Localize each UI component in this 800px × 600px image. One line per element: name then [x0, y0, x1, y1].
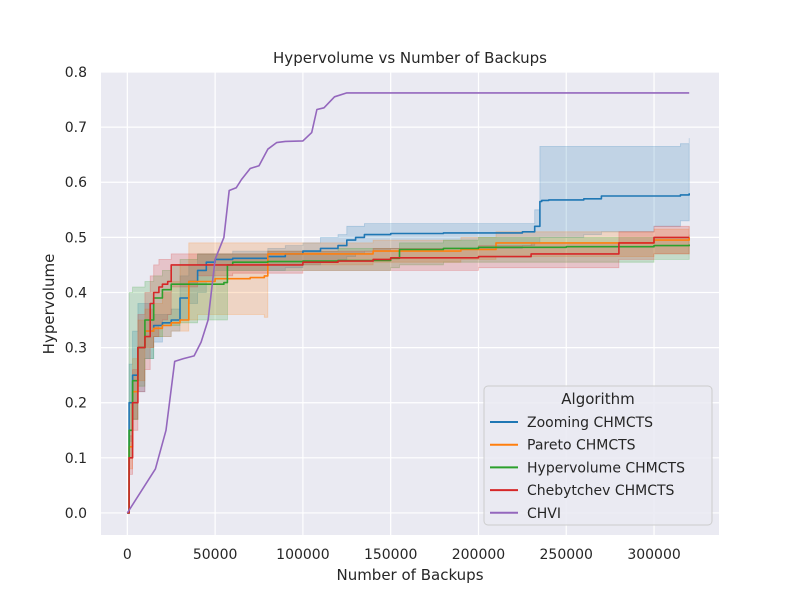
x-axis-label: Number of Backups — [336, 566, 483, 584]
y-tick-label: 0.7 — [65, 120, 87, 136]
chebytchev-chmcts-legend-label: Chebytchev CHMCTS — [527, 483, 675, 499]
chebytchev-chmcts-band — [127, 225, 690, 514]
y-tick-label: 0.8 — [65, 65, 87, 81]
y-tick-label: 0.2 — [65, 396, 87, 412]
plot-area — [101, 71, 719, 535]
zooming-chmcts-legend-label: Zooming CHMCTS — [527, 415, 653, 431]
y-tick-label: 0.5 — [65, 230, 87, 246]
chvi-line — [126, 92, 690, 514]
legend: Algorithm Zooming CHMCTS Pareto CHMCTS Hype… — [483, 385, 713, 526]
hypervolume-chmcts-legend-label: Hypervolume CHMCTS — [527, 460, 685, 476]
x-tick-label: 150000 — [364, 547, 417, 563]
confidence-bands — [127, 138, 690, 514]
x-tick-label: 50000 — [193, 547, 238, 563]
x-tick-label: 0 — [123, 547, 132, 563]
chvi-legend-label: CHVI — [527, 506, 561, 522]
y-tick-label: 0.6 — [65, 175, 87, 191]
chebytchev-chmcts-line — [127, 236, 690, 514]
x-tick-label: 300000 — [627, 547, 680, 563]
legend-box — [483, 385, 713, 526]
series-lines — [126, 92, 690, 514]
y-tick-label: 0.4 — [65, 285, 87, 301]
zooming-chmcts-line — [127, 193, 690, 514]
legend-title: Algorithm — [561, 390, 634, 408]
tick-labels: 0 50000 100000 150000 200000 250000 300000 0.0 0… — [65, 65, 681, 563]
x-tick-label: 250000 — [540, 547, 593, 563]
y-tick-label: 0.0 — [65, 506, 87, 522]
y-axis-label: Hypervolume — [40, 254, 58, 355]
x-tick-label: 200000 — [452, 547, 505, 563]
chart-title: Hypervolume vs Number of Backups — [273, 49, 547, 67]
pareto-chmcts-legend-label: Pareto CHMCTS — [527, 438, 636, 454]
y-tick-label: 0.1 — [65, 451, 87, 467]
x-tick-label: 100000 — [276, 547, 329, 563]
y-tick-label: 0.3 — [65, 341, 87, 357]
